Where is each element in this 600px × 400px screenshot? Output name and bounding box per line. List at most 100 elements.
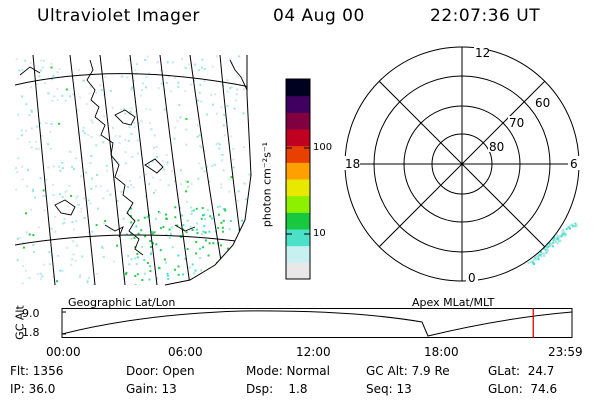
emission-dot (565, 227, 568, 230)
emission-dot (124, 138, 127, 141)
emission-dot (41, 134, 44, 137)
emission-dot (240, 256, 243, 259)
emission-dot (30, 127, 33, 130)
emission-dot (223, 278, 226, 281)
emission-dot (148, 164, 151, 167)
emission-dot (86, 281, 89, 284)
geographic-map[interactable] (15, 55, 265, 286)
emission-dot (56, 254, 59, 257)
emission-dot (537, 258, 540, 261)
emission-dot (197, 177, 200, 180)
emission-dot (81, 157, 84, 160)
emission-dot (556, 234, 559, 237)
emission-dot (103, 93, 106, 96)
emission-dot (563, 234, 566, 237)
emission-dot (71, 93, 74, 96)
emission-dot (34, 70, 37, 73)
emission-dot (15, 167, 18, 170)
emission-dot (90, 155, 93, 158)
emission-dot (124, 112, 127, 115)
emission-dot (208, 242, 211, 245)
emission-dot (87, 276, 90, 279)
colorbar-segment (286, 179, 310, 197)
mode-value: Mode: Normal (246, 364, 330, 378)
emission-dot (21, 178, 24, 181)
emission-dot (38, 75, 41, 78)
emission-dot (562, 228, 565, 231)
emission-dot (247, 226, 250, 229)
emission-dot (39, 69, 42, 72)
emission-dot (145, 173, 148, 176)
emission-dot (190, 183, 193, 186)
emission-dot (83, 79, 86, 82)
emission-dot (35, 140, 38, 143)
altitude-strip-chart[interactable] (61, 308, 574, 338)
emission-dot (179, 169, 182, 172)
emission-dot (177, 85, 180, 88)
altitude-curve (61, 310, 573, 337)
emission-dot (130, 237, 133, 240)
emission-dot (196, 124, 199, 127)
emission-dot (81, 255, 84, 258)
emission-dot (82, 130, 85, 133)
emission-dot (145, 108, 148, 111)
emission-dot (556, 236, 559, 239)
emission-dot (130, 258, 133, 261)
emission-dot (85, 171, 88, 174)
emission-dot (144, 235, 147, 238)
emission-dot (158, 211, 161, 214)
emission-dot (574, 225, 577, 228)
emission-dot (31, 190, 34, 193)
emission-dot (171, 246, 174, 249)
time-label: 22:07:36 UT (430, 6, 541, 26)
emission-dot (56, 87, 59, 90)
emission-dot (17, 113, 20, 116)
emission-dot (87, 199, 90, 202)
emission-dot (91, 230, 94, 233)
emission-dot (211, 65, 214, 68)
emission-dot (166, 161, 169, 164)
emission-dot (113, 260, 116, 263)
app-title: Ultraviolet Imager (37, 6, 200, 26)
emission-dot (95, 144, 98, 147)
emission-dot (58, 68, 61, 71)
emission-dot (129, 214, 132, 217)
emission-dot (247, 216, 250, 219)
emission-dot (95, 91, 98, 94)
emission-dot (170, 169, 173, 172)
emission-dot (151, 176, 154, 179)
emission-dot (134, 284, 137, 285)
emission-dot (142, 82, 145, 85)
emission-dot (201, 233, 204, 236)
emission-dot (87, 231, 90, 234)
emission-dot (202, 230, 205, 233)
colorbar-segment (286, 129, 310, 147)
emission-dot (109, 89, 112, 92)
emission-dot (22, 246, 25, 249)
dsp-value: Dsp: 1.8 (246, 382, 308, 396)
emission-dot (68, 185, 71, 188)
emission-dot (166, 61, 169, 64)
emission-dot (229, 272, 232, 275)
emission-dot (148, 278, 151, 281)
flight-number: Flt: 1356 (10, 364, 64, 378)
emission-dot (141, 279, 144, 282)
emission-dot (185, 231, 188, 234)
emission-dot (174, 206, 177, 209)
emission-dot (232, 158, 235, 161)
emission-dot (88, 92, 91, 95)
emission-dot (125, 273, 128, 276)
emission-dot (30, 208, 33, 211)
emission-dot (159, 249, 162, 252)
emission-dot (207, 270, 210, 273)
polar-mlat-mlt-plot[interactable]: 12 60 70 80 18 6 0 (342, 44, 582, 285)
emission-dot (146, 55, 149, 58)
strip-y-top: 9.0 (22, 307, 40, 320)
emission-dot (201, 246, 204, 249)
emission-dot (146, 215, 149, 218)
emission-dot (239, 261, 242, 264)
emission-dot (217, 213, 220, 216)
emission-dot (536, 255, 539, 258)
emission-dot (178, 104, 181, 107)
emission-dot (148, 265, 151, 268)
